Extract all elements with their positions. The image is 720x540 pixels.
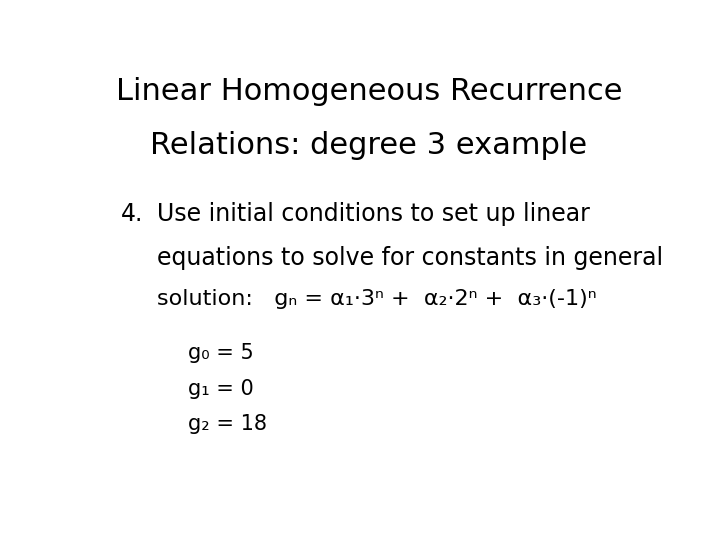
Text: g₁ = 0: g₁ = 0 (188, 379, 253, 399)
Text: g₂ = 18: g₂ = 18 (188, 414, 266, 434)
Text: Relations: degree 3 example: Relations: degree 3 example (150, 131, 588, 160)
Text: solution:   gₙ = α₁·3ⁿ +  α₂·2ⁿ +  α₃·(-1)ⁿ: solution: gₙ = α₁·3ⁿ + α₂·2ⁿ + α₃·(-1)ⁿ (157, 289, 597, 309)
Text: Use initial conditions to set up linear: Use initial conditions to set up linear (157, 202, 590, 226)
Text: equations to solve for constants in general: equations to solve for constants in gene… (157, 246, 663, 269)
Text: Linear Homogeneous Recurrence: Linear Homogeneous Recurrence (116, 77, 622, 106)
Text: g₀ = 5: g₀ = 5 (188, 343, 253, 363)
Text: 4.: 4. (121, 202, 143, 226)
